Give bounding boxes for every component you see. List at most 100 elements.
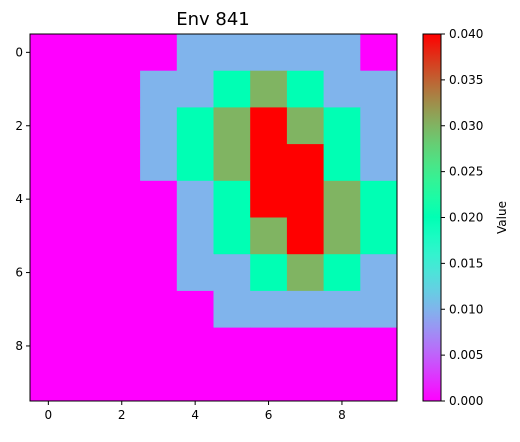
colorbar-axis: 0.000 0.005 0.010 0.015 0.020 0.025 0.030 0.035… — [441, 27, 483, 408]
heatmap-cell — [30, 107, 68, 145]
heatmap-cell — [213, 217, 251, 255]
colorbar-tick-label: 0.005 — [449, 348, 483, 362]
y-axis: 0 2 4 6 8 — [15, 45, 30, 353]
heatmap-cell — [360, 144, 398, 182]
heatmap-cell — [103, 217, 141, 255]
heatmap-cell — [176, 217, 214, 255]
heatmap-cell — [30, 70, 68, 108]
colorbar-tick-label: 0.030 — [449, 119, 483, 133]
heatmap-cell — [66, 327, 104, 365]
heatmap-cell — [30, 254, 68, 292]
heatmap-cell — [323, 364, 361, 402]
heatmap-cell — [140, 144, 178, 182]
x-axis: 0 2 4 6 8 — [45, 401, 346, 422]
heatmap-cell — [66, 180, 104, 218]
heatmap-cell — [360, 327, 398, 365]
heatmap-cell — [103, 144, 141, 182]
heatmap-cell — [286, 34, 325, 72]
heatmap-cell — [140, 34, 178, 72]
heatmap-cell — [30, 290, 68, 329]
heatmap-cell — [323, 254, 361, 292]
x-tick-label: 2 — [118, 408, 126, 422]
heatmap-cell — [176, 364, 214, 402]
heatmap-cell — [176, 290, 214, 329]
heatmap-cell — [323, 107, 361, 145]
heatmap-cell — [66, 254, 104, 292]
heatmap-cell — [360, 290, 398, 329]
heatmap-cell — [213, 290, 251, 329]
heatmap-cell — [103, 70, 141, 108]
y-tick-label: 2 — [15, 119, 23, 133]
heatmap-cell — [140, 217, 178, 255]
heatmap-cell — [140, 180, 178, 218]
y-tick-label: 4 — [15, 192, 23, 206]
x-tick-label: 8 — [338, 408, 346, 422]
heatmap-cell — [30, 144, 68, 182]
heatmap-cell — [140, 254, 178, 292]
colorbar-tick-label: 0.035 — [449, 73, 483, 87]
heatmap-cell — [66, 290, 104, 329]
heatmap-cell — [360, 70, 398, 108]
heatmap-cell — [286, 107, 325, 145]
heatmap-cell — [213, 107, 251, 145]
heatmap-cell — [103, 327, 141, 365]
heatmap-cell — [360, 34, 398, 72]
heatmap-cell — [323, 327, 361, 365]
x-tick-label: 4 — [191, 408, 199, 422]
heatmap-cell — [213, 144, 251, 182]
heatmap-cell — [176, 70, 214, 108]
colorbar-tick-label: 0.025 — [449, 165, 483, 179]
heatmap-cell — [250, 107, 288, 145]
heatmap-cell — [323, 70, 361, 108]
heatmap-cell — [360, 107, 398, 145]
heatmap-cell — [66, 144, 104, 182]
heatmap-cell — [213, 34, 251, 72]
heatmap-cell — [323, 34, 361, 72]
chart-title: Env 841 — [176, 9, 250, 30]
heatmap-cell — [103, 180, 141, 218]
plot-frame — [29, 33, 398, 402]
heatmap-cell — [140, 290, 178, 329]
heatmap-cell — [30, 180, 68, 218]
heatmap-cell — [103, 107, 141, 145]
heatmap-cell — [360, 217, 398, 255]
heatmap-cell — [176, 107, 214, 145]
heatmap-cell — [66, 217, 104, 255]
colorbar-tick-label: 0.040 — [449, 27, 483, 41]
heatmap-cell — [286, 254, 325, 292]
heatmap-cell — [250, 70, 288, 108]
heatmap-cell — [213, 180, 251, 218]
heatmap-cell — [66, 34, 104, 72]
heatmap-cell — [66, 70, 104, 108]
heatmap-cell — [66, 364, 104, 402]
heatmap-cell — [103, 34, 141, 72]
heatmap-cell — [323, 290, 361, 329]
heatmap-cell — [30, 34, 68, 72]
heatmap-cell — [286, 290, 325, 329]
heatmap-cell — [250, 327, 288, 365]
y-tick-label: 6 — [15, 266, 23, 280]
heatmap-cell — [250, 180, 288, 218]
heatmap-cells — [30, 34, 398, 402]
heatmap-cell — [213, 70, 251, 108]
heatmap-cell — [140, 327, 178, 365]
heatmap-cell — [30, 327, 68, 365]
colorbar-tick-label: 0.000 — [449, 394, 483, 408]
y-tick-label: 8 — [15, 339, 23, 353]
heatmap-cell — [360, 364, 398, 402]
colorbar-label: Value — [495, 201, 509, 234]
heatmap-cell — [103, 364, 141, 402]
heatmap-cell — [286, 180, 325, 218]
heatmap-cell — [176, 254, 214, 292]
heatmap-cell — [213, 327, 251, 365]
heatmap-cell — [30, 364, 68, 402]
heatmap-cell — [103, 254, 141, 292]
heatmap-cell — [250, 254, 288, 292]
x-tick-label: 6 — [265, 408, 273, 422]
colorbar-gradient — [423, 34, 441, 401]
heatmap-cell — [250, 364, 288, 402]
heatmap-cell — [286, 217, 325, 255]
heatmap-cell — [103, 290, 141, 329]
